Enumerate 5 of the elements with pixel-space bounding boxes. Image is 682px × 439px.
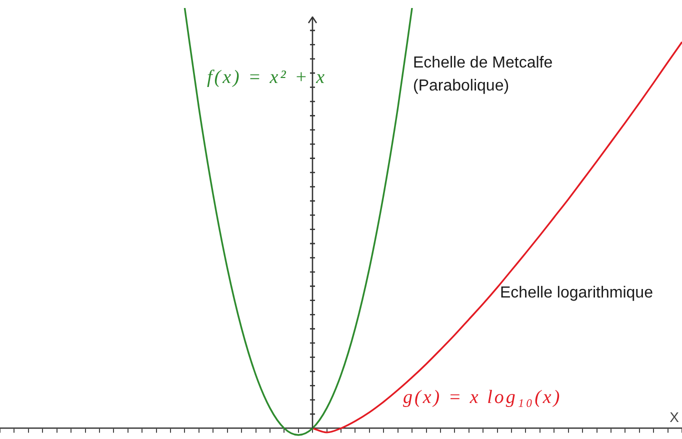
series-label: g(x) = x log₁₀(x) [403, 387, 562, 408]
series-label: f(x) = x² + x [207, 67, 327, 88]
annotation: Echelle logarithmique [500, 284, 654, 302]
x-axis-title: X [670, 409, 680, 426]
annotation: Echelle de Metcalfe (Parabolique) [413, 54, 553, 94]
